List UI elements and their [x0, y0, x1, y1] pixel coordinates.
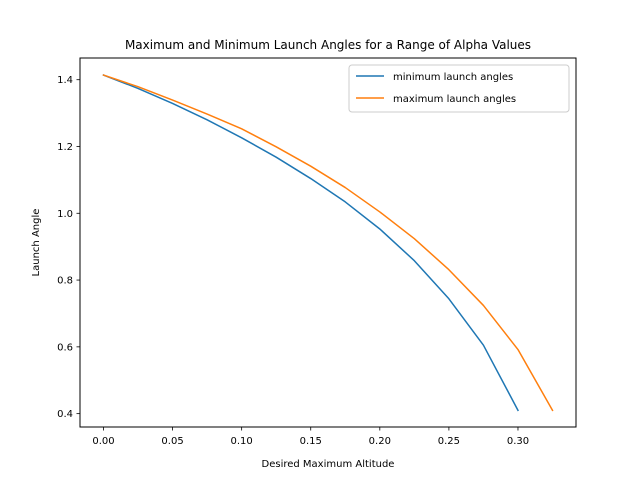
y-tick-label: 1.2	[57, 142, 73, 153]
y-tick-label: 0.6	[57, 342, 73, 353]
x-tick-label: 0.00	[92, 436, 114, 447]
y-axis: 0.4 0.6 0.8 1.0 1.2 1.4	[57, 75, 80, 420]
chart-title: Maximum and Minimum Launch Angles for a …	[125, 38, 531, 52]
legend-box	[348, 64, 570, 113]
y-tick-label: 0.4	[57, 409, 73, 420]
y-tick-label: 0.8	[57, 276, 73, 287]
x-tick-label: 0.05	[161, 436, 183, 447]
x-tick-label: 0.20	[369, 436, 391, 447]
legend: minimum launch angles maximum launch ang…	[348, 64, 570, 113]
y-tick-label: 1.4	[57, 75, 73, 86]
plot-frame	[79, 57, 577, 428]
plot-background	[80, 58, 576, 427]
y-axis-label: Launch Angle	[31, 209, 42, 277]
x-tick-label: 0.15	[300, 436, 322, 447]
series-line-maximum	[102, 74, 554, 412]
x-tick-label: 0.10	[231, 436, 253, 447]
x-tick-label: 0.25	[438, 436, 460, 447]
x-axis: 0.00 0.05 0.10 0.15 0.20 0.25 0.30	[92, 427, 529, 447]
legend-label-maximum: maximum launch angles	[393, 94, 516, 105]
x-axis-label: Desired Maximum Altitude	[262, 459, 395, 470]
plot-area	[80, 58, 576, 427]
series-layer	[102, 74, 554, 412]
series-line-minimum	[102, 74, 519, 412]
y-tick-label: 1.0	[57, 209, 73, 220]
x-tick-label: 0.30	[507, 436, 529, 447]
legend-label-minimum: minimum launch angles	[393, 72, 513, 83]
